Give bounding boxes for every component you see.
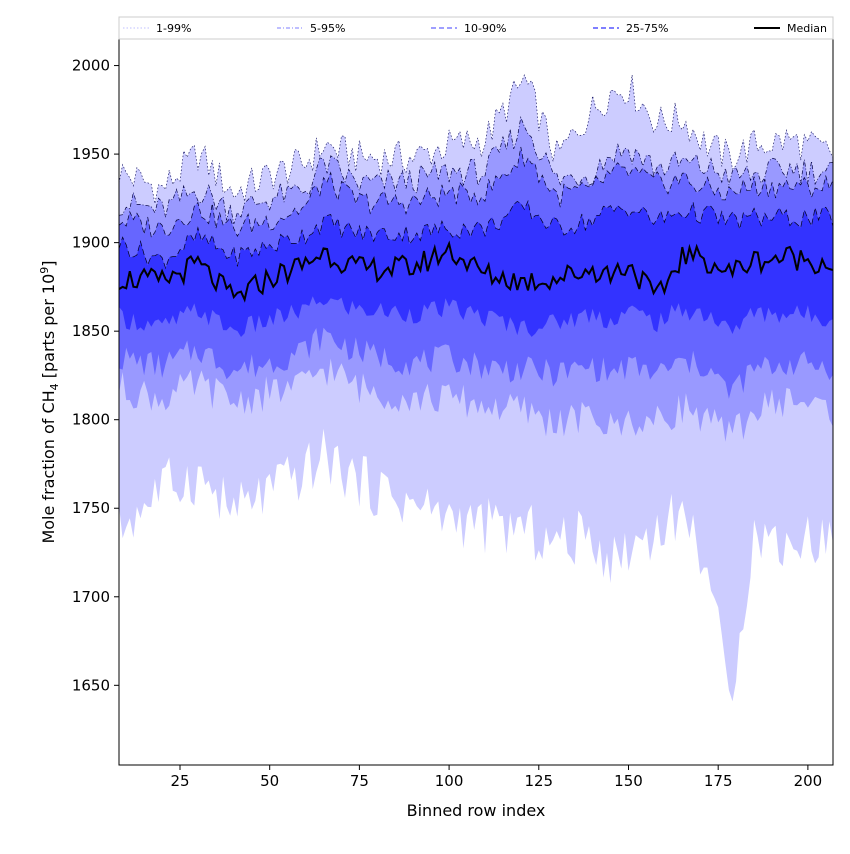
line-p90: [118, 146, 834, 239]
line-median: [118, 240, 834, 303]
legend: 1-99% 5-95% 10-90% 25-75% Median: [118, 16, 834, 40]
y-tick-label: 1900: [72, 234, 110, 252]
band-25-75: [119, 201, 833, 337]
x-tick-label: 100: [435, 772, 464, 790]
x-axis: 25 50 75 100 125 150 175 200: [170, 765, 822, 790]
line-p95: [118, 115, 834, 225]
x-tick-label: 25: [170, 772, 189, 790]
y-tick-label: 1650: [72, 676, 110, 694]
legend-label: 25-75%: [626, 22, 668, 35]
x-tick-label: 175: [704, 772, 733, 790]
percentile-bands: [119, 74, 833, 702]
y-axis-label: Mole fraction of CH4 [parts per 109]: [38, 260, 61, 543]
x-tick-label: 150: [614, 772, 643, 790]
x-tick-label: 50: [260, 772, 279, 790]
legend-label: Median: [787, 22, 827, 35]
legend-box: [118, 16, 834, 40]
y-axis: 1650 1700 1750 1800 1850 1900 1950 2000: [72, 57, 119, 694]
legend-label: 1-99%: [156, 22, 191, 35]
x-tick-label: 200: [794, 772, 823, 790]
legend-label: 5-95%: [310, 22, 345, 35]
x-axis-label: Binned row index: [407, 801, 546, 820]
legend-label: 10-90%: [464, 22, 506, 35]
percentile-lines: [118, 74, 834, 303]
line-p99: [118, 74, 834, 204]
y-tick-label: 1700: [72, 588, 110, 606]
y-tick-label: 1750: [72, 499, 110, 517]
y-tick-label: 1800: [72, 411, 110, 429]
x-tick-label: 125: [524, 772, 553, 790]
y-tick-label: 1850: [72, 322, 110, 340]
x-tick-label: 75: [350, 772, 369, 790]
y-tick-label: 1950: [72, 145, 110, 163]
y-tick-label: 2000: [72, 57, 110, 75]
line-p75: [118, 199, 834, 270]
